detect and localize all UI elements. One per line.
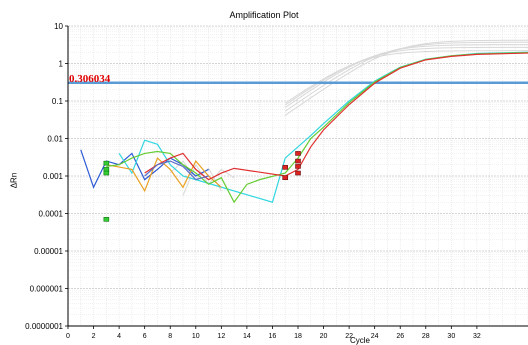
x-tick-label: 32 — [473, 333, 481, 340]
y-tick-label: 0.000001 — [30, 285, 64, 294]
x-tick-label: 6 — [143, 333, 147, 340]
x-tick-label: 20 — [320, 333, 328, 340]
series-line-5 — [144, 52, 528, 181]
x-tick-label: 0 — [66, 333, 70, 340]
y-tick-label: 0.0000001 — [25, 322, 63, 331]
y-tick-label: 0.1 — [52, 97, 64, 106]
x-tick-label: 12 — [217, 333, 225, 340]
y-tick-label: 0.00001 — [34, 247, 63, 256]
cycle-marker — [282, 175, 289, 181]
x-tick-label: 18 — [294, 333, 302, 340]
x-tick-label: 26 — [396, 333, 404, 340]
y-tick-label: 10 — [54, 22, 63, 31]
x-tick-label: 16 — [269, 333, 277, 340]
cycle-marker — [295, 164, 301, 169]
baseline-start-marker — [103, 170, 110, 176]
x-tick-label: 10 — [192, 333, 200, 340]
cycle-marker — [295, 151, 301, 156]
series-line-3 — [106, 157, 222, 193]
y-tick-label: 0.0001 — [39, 210, 64, 219]
y-tick-label: 0.001 — [43, 172, 64, 181]
background-amplification-curve — [284, 39, 528, 116]
y-tick-label: 1 — [59, 60, 64, 69]
y-tick-label: 0.01 — [47, 135, 63, 144]
x-tick-label: 14 — [243, 333, 251, 340]
x-axis-label: Cycle — [349, 336, 370, 345]
threshold-value-label: 0.306034 — [69, 73, 111, 85]
x-tick-label: 28 — [422, 333, 430, 340]
series-line-1 — [80, 149, 209, 189]
x-tick-label: 8 — [168, 333, 172, 340]
x-tick-label: 2 — [92, 333, 96, 340]
cycle-marker — [295, 170, 301, 176]
cycle-marker — [282, 165, 289, 170]
x-tick-label: 24 — [371, 333, 379, 340]
series-line-6 — [144, 160, 209, 181]
background-amplification-curve — [284, 44, 528, 108]
chart-title: Amplification Plot — [229, 10, 299, 20]
x-tick-label: 22 — [345, 333, 353, 340]
baseline-start-marker — [103, 160, 110, 166]
baseline-start-marker — [103, 217, 110, 222]
x-tick-label: 4 — [117, 333, 121, 340]
background-amplification-curve — [284, 50, 528, 104]
x-tick-label: 30 — [447, 333, 455, 340]
background-amplification-curve — [284, 46, 528, 106]
cycle-marker — [295, 158, 301, 164]
